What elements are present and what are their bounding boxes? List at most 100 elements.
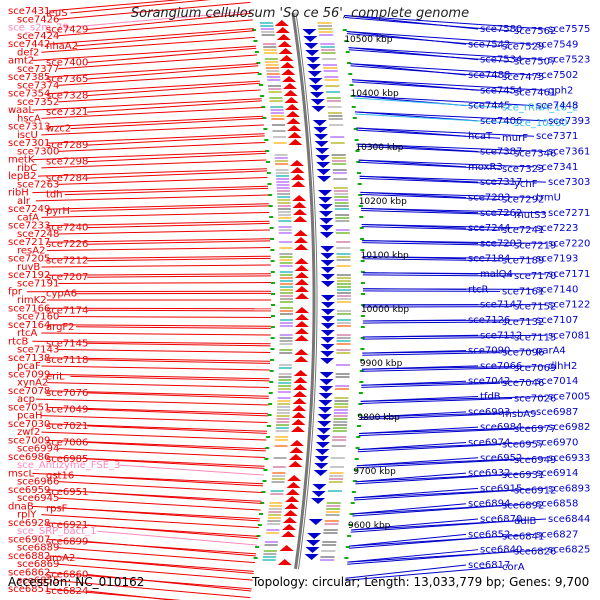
left-leader-line <box>49 115 264 128</box>
right-gene-label: sce7189 <box>502 256 544 267</box>
left-leader-line <box>58 349 271 354</box>
feature-band <box>278 226 292 228</box>
gene-arrow-right <box>320 253 335 259</box>
feature-band <box>279 340 293 342</box>
feature-band <box>277 403 291 405</box>
feature-band <box>278 214 292 216</box>
feature-band <box>322 541 337 543</box>
feature-band <box>336 256 351 258</box>
right-gene-label: sce7171 <box>548 269 590 280</box>
feature-band <box>336 298 351 300</box>
left-gene-label: sce7248 <box>17 229 59 240</box>
left-gene-label: sce7205 <box>8 254 50 265</box>
left-gene-label: sce7374 <box>17 80 59 91</box>
left-gene-label: pyrH <box>46 206 70 217</box>
feature-band <box>336 319 351 321</box>
right-gene-label: sce6858 <box>536 499 578 510</box>
right-leader-line <box>355 472 535 483</box>
feature-band <box>263 46 277 48</box>
right-leader-line <box>361 365 547 370</box>
right-leader-line <box>358 161 501 170</box>
feature-band <box>273 142 287 144</box>
left-leader-line <box>41 514 259 529</box>
left-gene-label: sce7328 <box>46 91 88 102</box>
left-gene-label: tdh <box>46 190 63 201</box>
gene-arrow-right <box>304 554 319 560</box>
feature-band <box>324 76 339 78</box>
feature-band <box>331 154 346 156</box>
feature-band <box>318 31 333 33</box>
right-gene-label: sce7575 <box>548 24 590 35</box>
left-gene-label: waaL <box>8 105 34 116</box>
feature-band <box>279 286 293 288</box>
left-leader-line <box>87 309 271 312</box>
gene-arrow-right <box>305 50 320 56</box>
feature-band <box>336 277 351 279</box>
gene-arrow-right <box>320 281 335 287</box>
right-gene-label: sce6984 <box>480 422 522 433</box>
right-gene-label: mutS3 <box>514 210 547 221</box>
right-gene-label: sce7271 <box>548 208 590 219</box>
feature-band <box>267 79 281 81</box>
right-gene-label: sce7184 <box>468 254 510 265</box>
gene-arrow-right <box>320 302 335 308</box>
right-gene-label: sce7066 <box>480 361 522 372</box>
left-gene-label: rpsF <box>46 503 68 514</box>
right-gene-label: sce7580 <box>480 24 522 35</box>
feature-band <box>328 481 343 483</box>
feature-band <box>332 430 347 432</box>
left-gene-label: sce6860 <box>46 569 88 580</box>
right-leader-line <box>362 336 513 340</box>
feature-band <box>333 418 348 420</box>
right-gene-label: sce7203 <box>480 238 522 249</box>
right-gene-label: sce6840 <box>480 545 522 556</box>
feature-band <box>277 388 292 390</box>
feature-band <box>335 388 350 390</box>
gene-arrow-left <box>293 216 308 222</box>
feature-band <box>335 373 350 375</box>
left-gene-label: sce7429 <box>46 25 88 36</box>
gene-arrow-left <box>289 440 304 446</box>
feature-band <box>263 49 277 51</box>
gene-arrow-left <box>294 286 309 292</box>
gene-arrow-left <box>292 398 307 404</box>
right-gene-label: sce7115 <box>514 332 556 343</box>
left-gene-label: aroA2 <box>46 553 75 564</box>
gene-arrow-right <box>320 344 335 350</box>
gene-arrow-left <box>294 307 309 313</box>
right-gene-label: sce6932 <box>468 468 510 479</box>
gene-arrow-right <box>313 127 328 133</box>
left-leader-line <box>87 342 271 347</box>
feature-band <box>268 514 282 516</box>
right-gene-label: moxR3 <box>468 162 503 173</box>
gene-arrow-right <box>317 190 332 196</box>
right-gene-label: sce7542 <box>468 39 510 50</box>
left-leader-line <box>87 47 257 64</box>
gene-arrow-left <box>294 328 309 334</box>
feature-band <box>330 457 345 459</box>
feature-band <box>279 283 293 285</box>
feature-band <box>279 310 293 312</box>
right-leader-line <box>360 398 513 404</box>
right-leader-line <box>350 65 501 78</box>
right-gene-label: sce7161 <box>502 286 544 297</box>
feature-band <box>317 22 332 24</box>
gene-arrow-left <box>290 167 305 173</box>
right-gene-label: sce7317 <box>480 177 522 188</box>
left-gene-label: sce7233 <box>8 221 50 232</box>
feature-band <box>267 85 282 87</box>
feature-band <box>262 43 276 45</box>
feature-band <box>274 154 288 156</box>
left-leader-line <box>49 423 268 432</box>
feature-band <box>333 421 348 423</box>
left-gene-label: sce7226 <box>46 239 88 250</box>
right-leader-line <box>344 17 513 32</box>
gene-arrow-right <box>315 148 330 154</box>
feature-band <box>267 520 281 522</box>
feature-band <box>328 118 343 120</box>
right-leader-line <box>359 177 513 185</box>
left-gene-label: sce6889 <box>17 543 59 554</box>
feature-band <box>336 340 351 342</box>
gene-arrow-left <box>291 412 306 418</box>
left-gene-label: argF2 <box>46 322 75 333</box>
